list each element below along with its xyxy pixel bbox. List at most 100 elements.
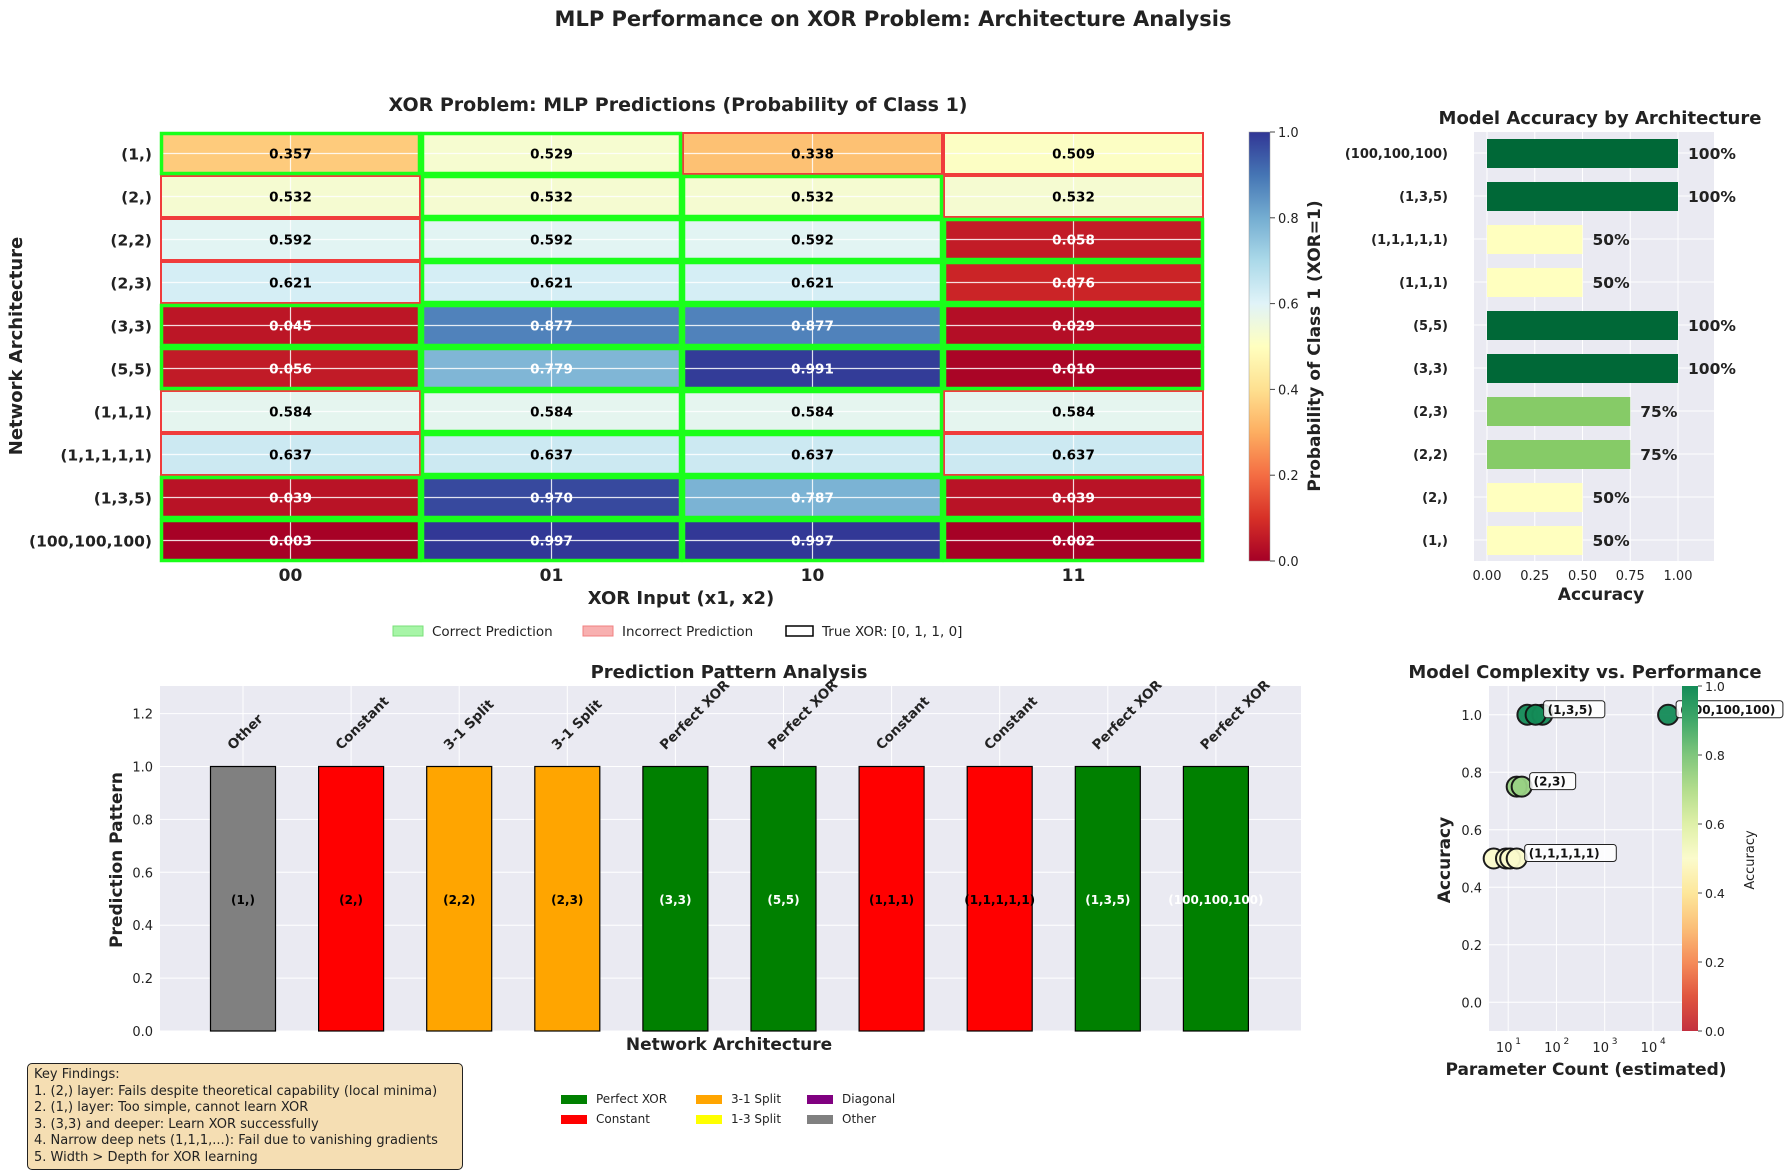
scatter-x-tick-exponent: 4 [1660, 1037, 1666, 1047]
legend-label-incorrect: Incorrect Prediction [622, 624, 753, 640]
heatmap-row-label: (1,3,5) [94, 490, 152, 508]
correct-cell-border [681, 174, 944, 219]
scatter-annotation: (100,100,100) [1680, 703, 1775, 717]
accuracy-bar-label: 75% [1640, 403, 1678, 421]
scatter-points [1482, 703, 1680, 870]
scatter-x-tick: 10 [1544, 1041, 1561, 1056]
accuracy-category-label: (3,3) [1413, 362, 1448, 377]
accuracy-xlabel: Accuracy [1558, 585, 1644, 605]
accuracy-x-tick: 1.00 [1664, 569, 1693, 584]
scatter-annotations: (1,3,5) (100,100,100) (2,3) (1,1,1,1,1) [1524, 700, 1784, 862]
heatmap-colorbar-ticks: 0.0 0.2 0.4 0.6 0.8 1.0 [1270, 126, 1299, 570]
findings-line: 4. Narrow deep nets (1,1,1,...): Fail du… [34, 1133, 438, 1148]
scatter-y-tick: 0.2 [1461, 939, 1482, 954]
scatter-point [1510, 775, 1533, 798]
pattern-bar-architecture: (5,5) [767, 893, 799, 907]
accuracy-category-label: (1,1,1,1,1) [1371, 233, 1448, 248]
scatter-annotation: (1,3,5) [1548, 703, 1593, 717]
heatmap-value: 0.584 [269, 405, 312, 421]
correct-cell-border [681, 389, 944, 434]
heatmap-value: 0.787 [791, 491, 834, 507]
heatmap-value: 0.584 [1052, 405, 1095, 421]
heatmap-row-label: (1,) [121, 146, 152, 164]
pattern-bar [1074, 765, 1141, 1032]
scatter-x-tick: 10 [1592, 1041, 1609, 1056]
heatmap-value-labels: 0.357 0.529 0.338 0.509 0.532 0.532 0.532 0.532… [269, 147, 1095, 550]
heatmap-row-label: (2,) [121, 189, 152, 207]
colorbar-tick-label: 0.6 [1278, 298, 1299, 313]
legend-label-true-xor: True XOR: [0, 1, 1, 0] [821, 624, 962, 640]
heatmap-column-labels: 00 01 10 11 [279, 566, 1086, 586]
colorbar-tick-label: 0.0 [1278, 555, 1299, 570]
findings-line: 5. Width > Depth for XOR learning [34, 1149, 258, 1165]
heatmap-value: 0.621 [269, 276, 312, 292]
accuracy-bar [1487, 440, 1631, 469]
heatmap-value: 0.002 [1052, 534, 1095, 550]
correct-cell-border [159, 303, 422, 348]
findings-line: 1. (2,) layer: Fails despite theoretical… [34, 1083, 438, 1099]
heatmap-value: 0.338 [791, 147, 834, 163]
heatmap-value: 0.029 [1052, 319, 1095, 335]
accuracy-bar [1487, 311, 1678, 340]
incorrect-cell-border [160, 433, 421, 476]
correct-cell-border [942, 518, 1205, 563]
correct-cell-border [420, 217, 683, 262]
scatter-title: Model Complexity vs. Performance [1408, 662, 1761, 683]
correct-cell-border [420, 475, 683, 520]
heatmap-value: 0.532 [1052, 190, 1095, 206]
incorrect-cell-border [682, 132, 943, 175]
pattern-bar [426, 765, 493, 1032]
colorbar-tick-label: 0.8 [1278, 212, 1299, 227]
heatmap-column-label: 01 [540, 566, 564, 586]
legend-swatch-correct [392, 625, 424, 637]
legend-swatch-perfect-xor [561, 1095, 587, 1104]
accuracy-bar-label: 50% [1593, 231, 1631, 249]
heatmap-value: 0.584 [791, 405, 834, 421]
correct-cell-border [942, 475, 1205, 520]
legend-label-constant: Constant [596, 1112, 650, 1126]
correct-cell-border [159, 518, 422, 563]
accuracy-category-label: (2,) [1422, 491, 1448, 506]
accuracy-bar-label: 75% [1640, 446, 1678, 464]
heatmap-row-label: (3,3) [110, 318, 152, 336]
accuracy-bar [1487, 483, 1583, 512]
accuracy-bar [1487, 182, 1678, 211]
heatmap-value: 0.877 [530, 319, 573, 335]
incorrect-cell-border [943, 390, 1204, 433]
accuracy-bar-label: 100% [1688, 188, 1736, 206]
pattern-bar-architecture: (1,1,1,1,1) [964, 893, 1035, 907]
heatmap-value: 0.637 [269, 448, 312, 464]
heatmap-value: 0.877 [791, 319, 834, 335]
heatmap-column-label: 00 [279, 566, 303, 586]
heatmap-row-label: (1,1,1) [94, 404, 152, 422]
accuracy-bar-label: 100% [1688, 360, 1736, 378]
scatter-point [1505, 847, 1528, 870]
heatmap-value: 0.532 [269, 190, 312, 206]
correct-cell-border [681, 217, 944, 262]
scatter-x-tick: 10 [1641, 1041, 1658, 1056]
legend-swatch-31-split [696, 1095, 722, 1104]
findings-line: 3. (3,3) and deeper: Learn XOR successfu… [34, 1116, 319, 1132]
heatmap-value: 0.045 [269, 319, 312, 335]
heatmap-value: 0.592 [269, 233, 312, 249]
pattern-xlabel: Network Architecture [626, 1035, 832, 1055]
correct-cell-border [681, 303, 944, 348]
scatter-colorbar-tick-label: 1.0 [1705, 679, 1725, 694]
pattern-ylabel: Prediction Pattern [107, 772, 127, 948]
pattern-y-tick: 1.0 [132, 761, 153, 776]
scatter-y-tick: 0.8 [1461, 766, 1482, 781]
accuracy-bar-labels: 100% 100% 50% 50% 100% 100% 75% 75% 50% 50% [1593, 145, 1737, 550]
heatmap-value: 0.637 [530, 448, 573, 464]
colorbar-tick-label: 0.2 [1278, 469, 1299, 484]
accuracy-bars [1487, 139, 1678, 555]
scatter-annotation-box [1529, 772, 1577, 791]
heatmap-value: 0.592 [530, 233, 573, 249]
accuracy-bar [1487, 354, 1678, 383]
scatter-annotation-box [1543, 700, 1606, 719]
accuracy-x-tick: 0.00 [1473, 569, 1502, 584]
correct-cell-border [159, 131, 422, 176]
legend-swatch-true-xor [785, 625, 814, 637]
correct-cell-border [420, 389, 683, 434]
accuracy-bar-label: 100% [1688, 145, 1736, 163]
pattern-title: Prediction Pattern Analysis [591, 662, 868, 683]
